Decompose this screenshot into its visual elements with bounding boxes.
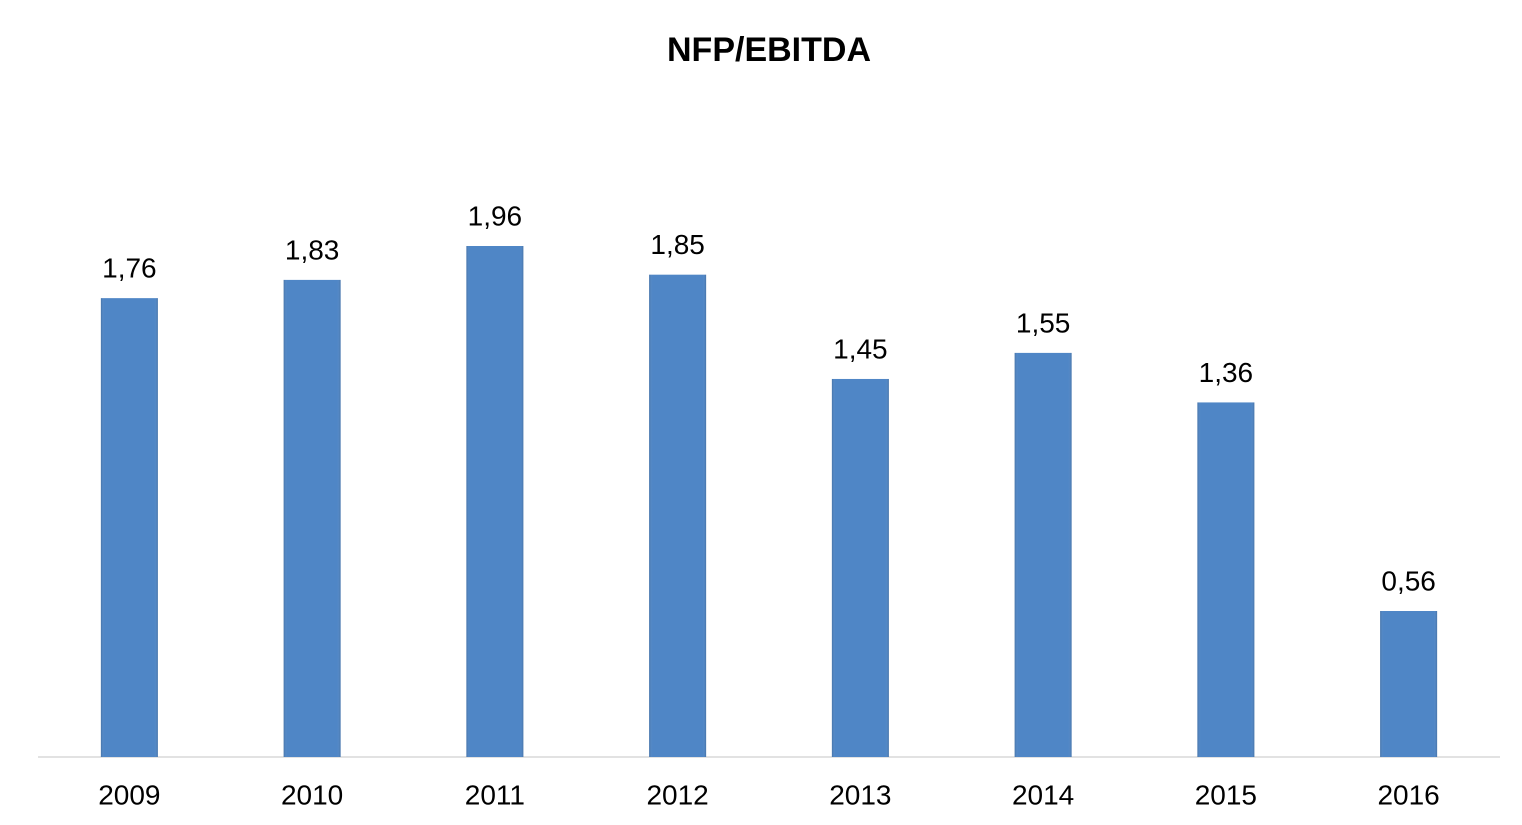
bar [1014, 352, 1072, 757]
x-tick-label: 2016 [1377, 779, 1439, 810]
bar [1380, 611, 1438, 757]
data-label: 1,36 [1199, 357, 1254, 388]
data-label: 0,56 [1381, 565, 1436, 596]
x-tick-label: 2015 [1195, 779, 1257, 810]
chart-title: NFP/EBITDA [667, 31, 871, 69]
x-tick-label: 2014 [1012, 779, 1074, 810]
bar [649, 274, 707, 757]
x-tick-label: 2010 [281, 779, 343, 810]
x-tick-label: 2009 [98, 779, 160, 810]
data-label: 1,45 [833, 333, 888, 364]
data-label: 1,55 [1016, 307, 1071, 338]
data-label: 1,83 [285, 234, 340, 265]
bar [831, 378, 889, 757]
data-label: 1,85 [650, 229, 705, 260]
x-tick-label: 2012 [646, 779, 708, 810]
bar [283, 279, 341, 757]
x-tick-label: 2013 [829, 779, 891, 810]
x-tick-label: 2011 [465, 779, 525, 810]
bar [1197, 402, 1255, 757]
bar [100, 298, 158, 757]
bar [466, 246, 524, 757]
data-label: 1,96 [468, 200, 523, 231]
data-label: 1,76 [102, 253, 157, 284]
